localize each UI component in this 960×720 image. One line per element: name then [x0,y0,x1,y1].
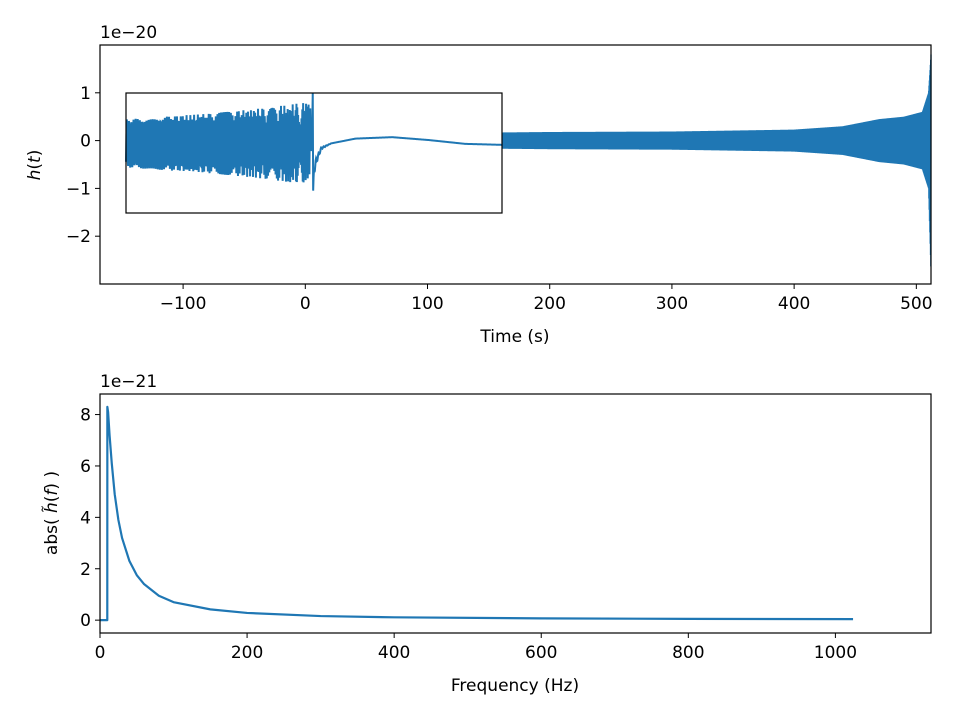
amplitude-spectrum-line [100,405,854,622]
time-x-tick-label: −100 [160,294,207,314]
time-x-tick-label: 100 [411,294,443,314]
time-x-ticks: −100 0 100 200 300 400 500 [160,284,933,314]
frequency-y-tick-label: 8 [80,406,91,426]
time-axes-frame [99,44,932,285]
frequency-axes-frame [99,393,932,634]
time-offset-text: 1e−20 [100,23,157,43]
time-series-marks [125,54,932,267]
frequency-y-tick-label: 0 [80,611,91,631]
time-x-tick-label: 200 [533,294,565,314]
strain-time-series-line [500,54,932,267]
frequency-x-tick-label: 400 [378,643,410,663]
time-x-tick-label: 300 [656,294,688,314]
frequency-domain-plot: 0 200 400 600 800 1000 0 2 4 6 8 1e−21 Frequency … [41,372,932,696]
frequency-y-tick-label: 4 [80,508,91,528]
time-y-axis-label: h(t) [25,150,45,181]
time-y-tick-label: 1 [80,84,91,104]
frequency-x-tick-label: 200 [231,643,263,663]
time-y-tick-label: −1 [66,179,91,199]
time-y-ticks: 1 0 −1 −2 [66,84,100,247]
time-x-axis-label: Time (s) [479,327,549,347]
frequency-offset-text: 1e−21 [100,372,157,392]
frequency-series-marks [100,405,854,622]
time-x-tick-label: 500 [900,294,932,314]
frequency-x-axis-label: Frequency (Hz) [451,676,579,696]
frequency-x-tick-label: 0 [95,643,106,663]
frequency-x-tick-label: 1000 [814,643,857,663]
inset-frame [125,92,503,214]
time-y-tick-label: 0 [80,132,91,152]
frequency-y-tick-label: 6 [80,457,91,477]
time-y-tick-label: −2 [66,227,91,247]
time-x-tick-label: 400 [778,294,810,314]
frequency-x-tick-label: 600 [525,643,557,663]
frequency-x-ticks: 0 200 400 600 800 1000 [95,633,857,663]
frequency-y-axis-label: abs( h̃(f) ) [41,471,62,555]
frequency-x-tick-label: 800 [672,643,704,663]
time-domain-plot: −100 0 100 200 300 400 500 1 0 −1 −2 1e−20 Time (… [25,23,933,347]
inset-waveform-line [125,93,503,191]
frequency-y-tick-label: 2 [80,560,91,580]
frequency-y-ticks: 0 2 4 6 8 [80,406,100,631]
time-x-tick-label: 0 [300,294,311,314]
